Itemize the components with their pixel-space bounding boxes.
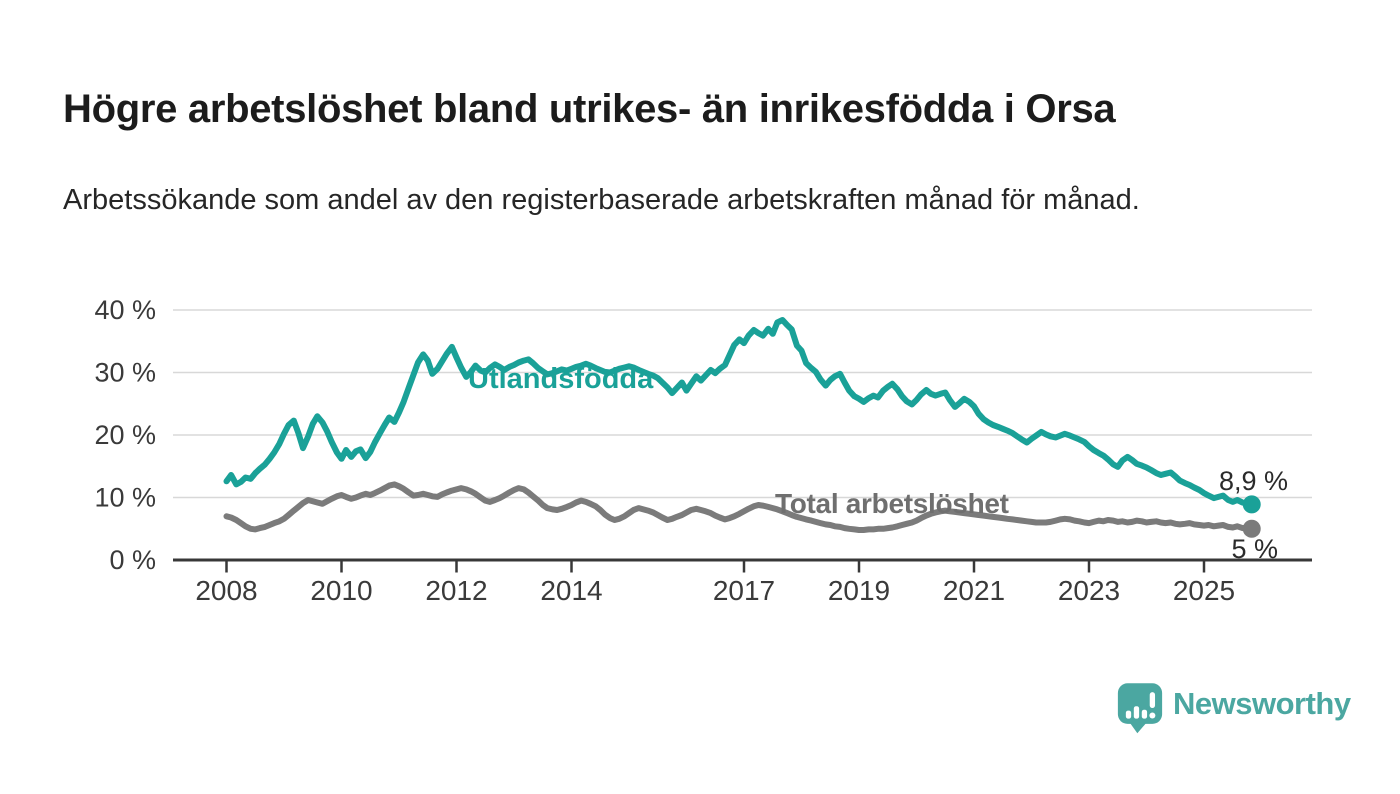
- series-label-total-arbetsloshet: Total arbetslöshet: [775, 488, 1009, 519]
- series-label-utlandsfodda: Utlandsfödda: [468, 363, 654, 395]
- y-tick-label: 10 %: [94, 483, 156, 513]
- end-value-label-utlandsfodda: 8,9 %: [1218, 466, 1288, 496]
- x-tick-label: 2019: [828, 575, 890, 606]
- series-end-dot: [1242, 519, 1261, 538]
- x-tick-label: 2021: [943, 575, 1005, 606]
- y-tick-label: 30 %: [94, 358, 156, 388]
- y-tick-label: 40 %: [94, 295, 156, 325]
- x-tick-label: 2025: [1173, 575, 1235, 606]
- x-tick-label: 2014: [540, 575, 602, 606]
- x-tick-label: 2012: [425, 575, 487, 606]
- page-title: Högre arbetslöshet bland utrikes- än inr…: [63, 86, 1116, 131]
- end-value-label-total: 5 %: [1231, 534, 1278, 564]
- chart-subtitle: Arbetssökande som andel av den registerb…: [63, 184, 1140, 216]
- y-tick-label: 0 %: [109, 545, 156, 575]
- series-line-utlandsfodda: [223, 317, 1255, 508]
- x-tick-label: 2010: [310, 575, 372, 606]
- series-line-total: [223, 481, 1255, 533]
- x-tick-label: 2023: [1058, 575, 1120, 606]
- newsworthy-logo: Newsworthy: [1117, 682, 1351, 734]
- x-tick-label: 2017: [713, 575, 775, 606]
- series-end-dot: [1242, 495, 1261, 514]
- y-tick-label: 20 %: [94, 420, 156, 450]
- x-tick-label: 2008: [195, 575, 257, 606]
- newsworthy-logo-icon: [1117, 683, 1163, 734]
- newsworthy-logo-text: Newsworthy: [1173, 686, 1351, 721]
